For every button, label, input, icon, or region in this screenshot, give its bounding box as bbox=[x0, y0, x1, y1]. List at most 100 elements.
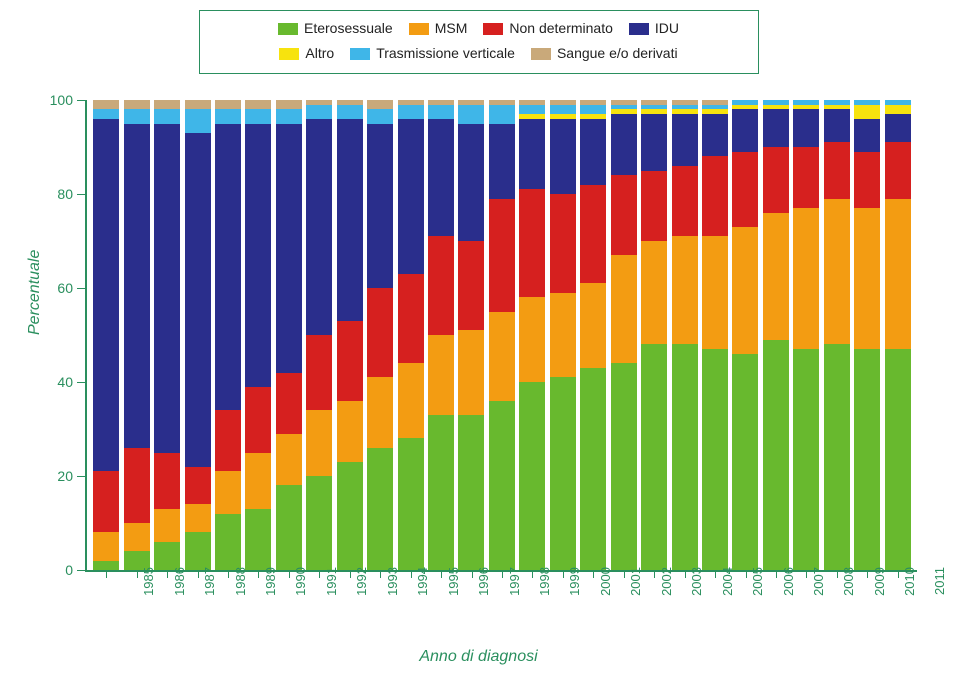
x-tick-label: 1995 bbox=[446, 567, 461, 596]
bar-segment-msm bbox=[885, 199, 911, 349]
x-tick bbox=[837, 570, 838, 578]
x-tick-label: 2009 bbox=[872, 567, 887, 596]
y-tick bbox=[77, 194, 85, 195]
x-tick-label: 1988 bbox=[232, 567, 247, 596]
x-tick-label: 2010 bbox=[902, 567, 917, 596]
x-tick-label: 2006 bbox=[780, 567, 795, 596]
bar-segment-msm bbox=[276, 434, 302, 486]
x-tick bbox=[746, 570, 747, 578]
legend-label: Non determinato bbox=[509, 19, 613, 39]
legend-swatch bbox=[279, 48, 299, 60]
bar-segment-nondet bbox=[276, 373, 302, 434]
bar-segment-msm bbox=[580, 283, 606, 368]
y-tick bbox=[77, 476, 85, 477]
bar-segment-idu bbox=[276, 124, 302, 373]
bar-segment-msm bbox=[793, 208, 819, 349]
bar-segment-idu bbox=[854, 119, 880, 152]
bar-segment-idu bbox=[367, 124, 393, 289]
bar-segment-nondet bbox=[428, 236, 454, 335]
y-tick-label: 40 bbox=[57, 374, 73, 390]
bar-2005 bbox=[702, 100, 728, 570]
x-tick-label: 2005 bbox=[750, 567, 765, 596]
legend: EterosessualeMSMNon determinatoIDUAltroT… bbox=[199, 10, 759, 74]
x-tick bbox=[563, 570, 564, 578]
bar-segment-nondet bbox=[215, 410, 241, 471]
x-tick-label: 1990 bbox=[293, 567, 308, 596]
bar-segment-idu bbox=[763, 109, 789, 147]
bar-2004 bbox=[672, 100, 698, 570]
bar-segment-vert bbox=[276, 109, 302, 123]
chart-container: EterosessualeMSMNon determinatoIDUAltroT… bbox=[0, 0, 957, 676]
bar-segment-etero bbox=[337, 462, 363, 570]
legend-label: Sangue e/o derivati bbox=[557, 44, 678, 64]
bar-segment-idu bbox=[672, 114, 698, 166]
bar-segment-nondet bbox=[154, 453, 180, 509]
bar-2001 bbox=[580, 100, 606, 570]
bar-segment-etero bbox=[519, 382, 545, 570]
x-tick bbox=[228, 570, 229, 578]
bar-segment-nondet bbox=[398, 274, 424, 363]
bar-segment-vert bbox=[519, 105, 545, 114]
bar-2009 bbox=[824, 100, 850, 570]
y-tick-label: 100 bbox=[50, 92, 73, 108]
bar-1999 bbox=[519, 100, 545, 570]
bar-segment-idu bbox=[93, 119, 119, 472]
bar-segment-idu bbox=[245, 124, 271, 387]
legend-swatch bbox=[350, 48, 370, 60]
bar-segment-nondet bbox=[124, 448, 150, 523]
bar-1989 bbox=[215, 100, 241, 570]
bar-1996 bbox=[428, 100, 454, 570]
bar-segment-vert bbox=[215, 109, 241, 123]
bar-segment-idu bbox=[337, 119, 363, 321]
bar-segment-etero bbox=[611, 363, 637, 570]
x-tick-label: 1997 bbox=[506, 567, 521, 596]
x-tick-label: 2001 bbox=[628, 567, 643, 596]
y-tick bbox=[77, 288, 85, 289]
bar-segment-nondet bbox=[702, 156, 728, 236]
bar-segment-etero bbox=[763, 340, 789, 570]
bar-segment-etero bbox=[367, 448, 393, 570]
bar-segment-idu bbox=[185, 133, 211, 467]
x-tick-label: 1985 bbox=[141, 567, 156, 596]
bar-segment-idu bbox=[458, 124, 484, 242]
bar-2006 bbox=[732, 100, 758, 570]
bar-segment-etero bbox=[458, 415, 484, 570]
x-tick bbox=[198, 570, 199, 578]
x-tick bbox=[106, 570, 107, 578]
bar-segment-vert bbox=[489, 105, 515, 124]
bar-segment-etero bbox=[672, 344, 698, 570]
bar-segment-etero bbox=[824, 344, 850, 570]
bar-segment-msm bbox=[519, 297, 545, 382]
bar-segment-nondet bbox=[580, 185, 606, 284]
bar-segment-msm bbox=[672, 236, 698, 344]
bar-segment-nondet bbox=[732, 152, 758, 227]
bar-segment-vert bbox=[458, 105, 484, 124]
legend-item-nondet: Non determinato bbox=[483, 19, 613, 39]
bars-container bbox=[87, 100, 917, 570]
bar-segment-vert bbox=[306, 105, 332, 119]
x-tick bbox=[898, 570, 899, 578]
bar-segment-etero bbox=[215, 514, 241, 570]
y-axis-title: Percentuale bbox=[26, 250, 44, 335]
bar-segment-msm bbox=[428, 335, 454, 415]
bar-segment-nondet bbox=[519, 189, 545, 297]
bar-segment-nondet bbox=[641, 171, 667, 242]
bar-segment-msm bbox=[550, 293, 576, 378]
bar-segment-nondet bbox=[245, 387, 271, 453]
legend-item-sangue: Sangue e/o derivati bbox=[531, 44, 678, 64]
x-tick-label: 2003 bbox=[689, 567, 704, 596]
bar-segment-vert bbox=[367, 109, 393, 123]
x-tick bbox=[350, 570, 351, 578]
bar-segment-etero bbox=[580, 368, 606, 570]
x-tick bbox=[776, 570, 777, 578]
bar-segment-msm bbox=[398, 363, 424, 438]
bar-1991 bbox=[276, 100, 302, 570]
bar-segment-sangue bbox=[367, 100, 393, 109]
bar-1988 bbox=[185, 100, 211, 570]
bar-segment-nondet bbox=[306, 335, 332, 410]
bar-segment-nondet bbox=[337, 321, 363, 401]
x-tick-label: 2002 bbox=[659, 567, 674, 596]
y-tick bbox=[77, 100, 85, 101]
bar-segment-etero bbox=[793, 349, 819, 570]
x-tick bbox=[289, 570, 290, 578]
